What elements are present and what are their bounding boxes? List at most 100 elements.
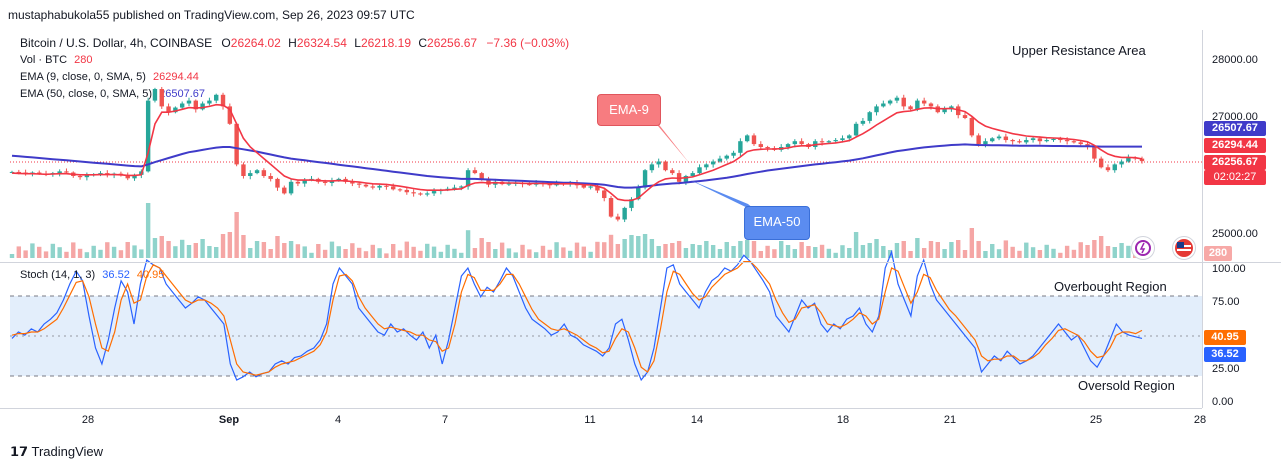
volume-bar: [1078, 242, 1083, 258]
candle-body: [656, 161, 661, 165]
volume-bar: [193, 243, 198, 258]
candle-body: [683, 176, 689, 182]
volume-bar: [77, 248, 83, 258]
stoch-d-line: [11, 261, 1143, 376]
stoch-tick: 0.00: [1212, 396, 1234, 408]
candle-body: [404, 189, 410, 193]
candle-body: [1024, 140, 1029, 143]
volume-legend[interactable]: Vol · BTC 280: [20, 54, 93, 66]
tradingview-brand[interactable]: 𝟭𝟳 TradingView: [10, 444, 103, 460]
close-value: 26256.67: [427, 36, 478, 50]
volume-value: 280: [74, 54, 93, 66]
volume-bar: [50, 243, 56, 258]
volume-bar: [486, 242, 491, 258]
candle-body: [227, 106, 233, 124]
candle-body: [84, 175, 90, 178]
volume-bar: [1071, 249, 1077, 258]
candle-body: [384, 185, 389, 187]
high-label: H: [288, 36, 297, 50]
candle-body: [901, 97, 906, 107]
volume-bar: [670, 243, 675, 258]
candle-body: [1119, 161, 1124, 165]
candle-body: [921, 100, 927, 104]
volume-bar: [1037, 250, 1043, 258]
volume-bar: [533, 252, 539, 258]
candle-body: [860, 120, 866, 124]
volume-bar: [173, 246, 178, 258]
symbol-title[interactable]: Bitcoin / U.S. Dollar, 4h, COINBASE: [20, 36, 213, 50]
candle-body: [847, 135, 852, 139]
volume-bar: [704, 241, 709, 258]
candle-body: [622, 207, 627, 220]
volume-bar: [1126, 245, 1131, 258]
ema9-value: 26294.44: [153, 71, 199, 83]
volume-bar: [772, 249, 777, 258]
candle-body: [132, 174, 137, 179]
candle-body: [990, 138, 995, 142]
ema9-line: [11, 103, 1143, 202]
candle-body: [928, 103, 934, 107]
candle-body: [751, 135, 757, 145]
candle-body: [915, 100, 920, 110]
volume-bar: [16, 246, 22, 258]
ema50-legend[interactable]: EMA (50, close, 0, SMA, 5) 26507.67: [20, 88, 205, 100]
volume-bar: [1119, 243, 1124, 258]
change-value: −7.36 (−0.03%): [486, 36, 570, 50]
alert-icon[interactable]: [1131, 236, 1155, 260]
candle-body: [98, 173, 103, 175]
candle-body: [425, 193, 430, 195]
volume-bar: [288, 241, 294, 258]
candle-body: [840, 138, 845, 141]
volume-bar: [983, 251, 988, 258]
volume-bar: [1024, 242, 1029, 258]
volume-bar: [302, 246, 307, 258]
pane-divider[interactable]: [0, 262, 1281, 263]
volume-bar: [98, 249, 103, 258]
volume-bar: [949, 242, 954, 258]
volume-bar: [887, 250, 893, 258]
volume-bar: [833, 252, 838, 258]
candle-body: [322, 181, 328, 183]
candle-body: [234, 123, 239, 165]
volume-bar: [779, 241, 784, 258]
ema9-legend[interactable]: EMA (9, close, 0, SMA, 5) 26294.44: [20, 71, 199, 83]
candle-body: [268, 176, 273, 179]
volume-label: Vol · BTC: [20, 54, 68, 66]
volume-bar: [71, 242, 76, 258]
candle-body: [459, 186, 464, 188]
candle-body: [159, 89, 164, 107]
volume-bar: [91, 245, 96, 258]
volume-bar: [813, 247, 818, 258]
flag-icon[interactable]: [1172, 236, 1196, 260]
volume-bar: [758, 251, 763, 258]
candle-body: [1058, 138, 1063, 141]
volume-bar: [282, 243, 287, 258]
brand-label: TradingView: [31, 444, 104, 459]
volume-bar: [479, 238, 484, 258]
candle-body: [241, 164, 246, 176]
volume-bar: [1044, 244, 1049, 258]
volume-bar: [806, 246, 811, 258]
stoch-legend[interactable]: Stoch (14, 1, 3) 36.52 40.95: [20, 269, 164, 281]
candle-body: [472, 170, 478, 174]
candle-body: [724, 155, 729, 159]
candle-body: [220, 94, 226, 107]
volume-bar: [397, 250, 403, 258]
volume-bar: [615, 244, 621, 258]
volume-bar: [84, 252, 90, 258]
volume-bar: [356, 247, 362, 258]
ema50-line: [11, 143, 1142, 189]
ema9-label: EMA (9, close, 0, SMA, 5): [20, 71, 146, 83]
countdown-label: 02:02:27: [1204, 170, 1266, 185]
volume-bar: [248, 248, 253, 258]
candle-body: [254, 170, 260, 174]
volume-bar: [547, 249, 552, 258]
candle-body: [282, 187, 287, 194]
volume-bar: [996, 249, 1002, 258]
candle-body: [942, 109, 947, 113]
candle-body: [615, 216, 621, 220]
volume-bar: [710, 245, 716, 258]
volume-bar: [391, 244, 396, 258]
volume-bar: [30, 243, 35, 258]
